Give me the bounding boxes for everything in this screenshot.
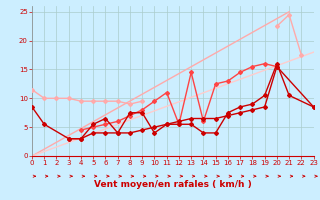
X-axis label: Vent moyen/en rafales ( km/h ): Vent moyen/en rafales ( km/h ) xyxy=(94,180,252,189)
